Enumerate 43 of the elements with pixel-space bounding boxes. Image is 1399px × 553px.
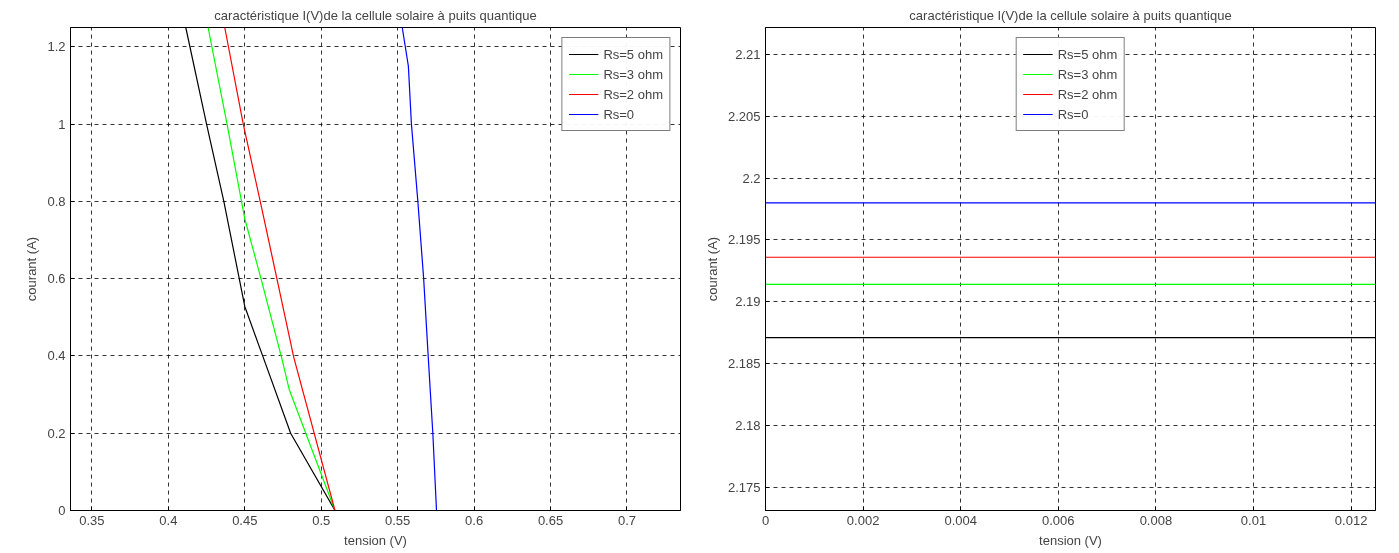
line-series xyxy=(401,27,438,511)
x-tick-label: 0.012 xyxy=(1334,512,1368,528)
legend-label: Rs=5 ohm xyxy=(1057,46,1118,62)
y-axis-title: courant (A) xyxy=(24,236,40,302)
x-axis-title: tension (V) xyxy=(344,532,407,548)
y-tick-label: 0.4 xyxy=(47,348,66,364)
legend-label: Rs=2 ohm xyxy=(603,86,663,102)
x-tick-label: 0.002 xyxy=(846,512,880,528)
y-axis-title: courant (A) xyxy=(704,236,720,302)
y-tick-label: 2.205 xyxy=(727,108,761,124)
y-tick-label: 1 xyxy=(58,116,66,132)
y-tick-label: 0.8 xyxy=(47,193,66,209)
y-tick-label: 0.6 xyxy=(47,271,66,287)
y-tick-label: 2.18 xyxy=(735,417,761,433)
x-tick-label: 0.7 xyxy=(617,512,637,528)
x-tick-label: 0.4 xyxy=(159,512,178,528)
legend-label: Rs=3 ohm xyxy=(1057,66,1118,82)
y-tick-label: 2.19 xyxy=(735,294,761,310)
x-tick-label: 0.65 xyxy=(537,512,564,528)
x-tick-label: 0.004 xyxy=(944,512,977,528)
y-tick-label: 2.2 xyxy=(742,170,761,186)
legend-label: Rs=2 ohm xyxy=(1057,86,1118,102)
legend-label: Rs=0 xyxy=(603,106,635,122)
x-axis-title: tension (V) xyxy=(1039,532,1102,548)
x-tick-label: 0.6 xyxy=(465,512,484,528)
chart-title: caractéristique I(V)de la cellule solaire à puits quantique xyxy=(214,7,537,23)
legend-label: Rs=0 xyxy=(1057,106,1089,122)
y-tick-label: 2.195 xyxy=(727,232,761,248)
legend-label: Rs=3 ohm xyxy=(603,66,663,82)
y-tick-label: 2.185 xyxy=(727,356,761,371)
x-tick-label: 0.006 xyxy=(1042,512,1075,528)
x-tick-label: 0.45 xyxy=(232,512,258,528)
x-tick-label: 0.5 xyxy=(312,512,331,528)
x-tick-label: 0.55 xyxy=(385,512,411,528)
x-tick-label: 0.008 xyxy=(1139,512,1173,528)
legend-label: Rs=5 ohm xyxy=(603,46,663,62)
chart-title: caractéristique I(V)de la cellule solaire à puits quantique xyxy=(909,7,1232,23)
x-tick-label: 0.35 xyxy=(79,512,105,528)
y-tick-label: 2.21 xyxy=(735,47,761,63)
x-tick-label: 0.01 xyxy=(1240,512,1267,528)
y-tick-label: 2.175 xyxy=(727,479,761,495)
y-tick-label: 1.2 xyxy=(47,39,66,55)
y-tick-label: 0.2 xyxy=(47,425,66,441)
